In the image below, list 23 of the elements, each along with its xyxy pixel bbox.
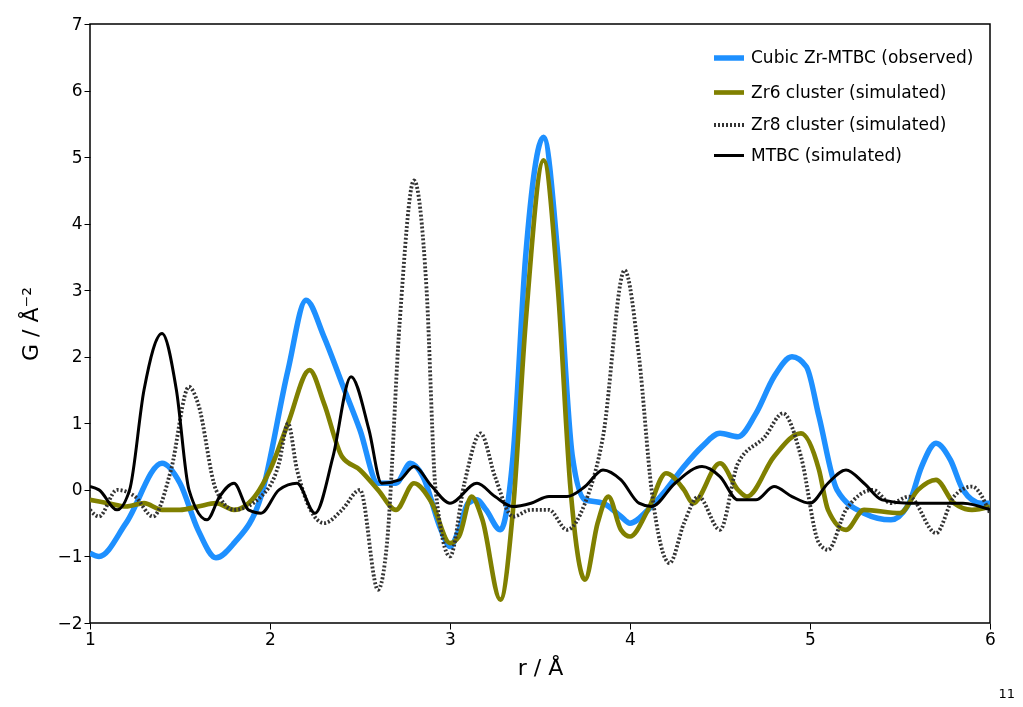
x-axis-title: r / Å <box>517 653 564 680</box>
x-tick-label: 5 <box>805 628 816 649</box>
legend-label: MTBC (simulated) <box>751 144 902 165</box>
x-tick-label: 2 <box>265 628 276 649</box>
y-tick-label: −1 <box>57 545 83 566</box>
legend-label: Zr8 cluster (simulated) <box>751 114 947 134</box>
x-tick-label: 3 <box>445 628 456 649</box>
text: 11 <box>998 686 1015 701</box>
x-tick-label: 6 <box>985 628 996 649</box>
y-axis-title: G / Å⁻² <box>17 287 44 361</box>
y-tick-label: 3 <box>71 279 83 300</box>
y-tick-label: 1 <box>71 412 83 433</box>
legend-label: Cubic Zr-MTBC (observed) <box>751 47 974 67</box>
y-tick-label: 5 <box>71 146 83 167</box>
y-tick-label: 4 <box>71 213 83 234</box>
legend-label: Zr6 cluster (simulated) <box>751 81 947 102</box>
y-tick-label: 2 <box>71 346 83 367</box>
y-tick-label: 7 <box>71 13 83 34</box>
x-tick-label: 1 <box>85 628 96 649</box>
y-tick-label: 6 <box>71 80 83 101</box>
x-tick-label: 4 <box>625 628 636 649</box>
y-tick-label: −2 <box>57 612 83 633</box>
y-tick-label: 0 <box>71 479 83 500</box>
